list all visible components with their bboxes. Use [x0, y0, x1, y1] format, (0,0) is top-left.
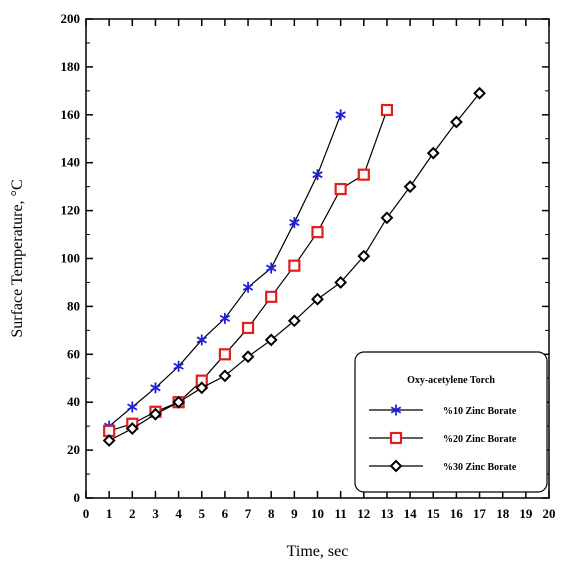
- data-point: [335, 111, 346, 119]
- data-point: [219, 314, 231, 322]
- y-tick-label: 180: [61, 59, 81, 74]
- data-point: [312, 171, 323, 179]
- x-tick-label: 12: [357, 506, 370, 521]
- data-point: [311, 226, 324, 239]
- x-tick-label: 14: [404, 506, 418, 521]
- y-tick-label: 200: [61, 11, 81, 26]
- x-tick-label: 1: [106, 506, 113, 521]
- x-tick-label: 5: [199, 506, 206, 521]
- data-point: [218, 369, 232, 383]
- y-tick-label: 140: [61, 155, 81, 170]
- data-point: [380, 103, 394, 117]
- x-tick-label: 10: [311, 506, 324, 521]
- y-tick-label: 40: [67, 394, 80, 409]
- x-tick-label: 2: [129, 506, 136, 521]
- data-point: [241, 350, 255, 364]
- data-point: [149, 407, 162, 421]
- series-layer: [102, 86, 486, 447]
- data-point: [242, 283, 254, 291]
- legend-item: %30 Zinc Borate: [369, 459, 517, 473]
- x-tick-label: 13: [380, 506, 394, 521]
- x-tick-label: 7: [245, 506, 252, 521]
- data-point: [357, 168, 370, 181]
- y-tick-label: 60: [67, 346, 80, 361]
- legend-label: %30 Zinc Borate: [443, 462, 517, 473]
- x-tick-label: 18: [496, 506, 510, 521]
- data-point: [196, 336, 207, 344]
- legend-items: %10 Zinc Borate %20 Zinc Borate %30 Zinc B…: [369, 404, 517, 473]
- series-1: [103, 109, 346, 432]
- series-line: [108, 109, 388, 432]
- series-2: [103, 103, 394, 438]
- data-point: [357, 249, 371, 263]
- data-point: [287, 314, 301, 328]
- x-tick-label: 17: [473, 506, 487, 521]
- y-axis-label: Surface Temperature, °C: [9, 179, 26, 337]
- x-tick-label: 3: [152, 506, 159, 521]
- data-point: [449, 115, 463, 129]
- y-axis-ticks: 0 20 40 60 80 100 120 140 160 180 200: [61, 11, 549, 505]
- legend-marker: [389, 431, 403, 445]
- data-point: [288, 259, 301, 272]
- x-axis-ticks: 0 1 2 3 4 5 6 7 8 9 10 11 12 13 14 15 16 17 18 19 20: [83, 19, 556, 521]
- legend-label: %10 Zinc Borate: [443, 406, 517, 417]
- y-tick-label: 20: [67, 442, 80, 457]
- data-point: [264, 333, 278, 347]
- data-point: [380, 211, 394, 225]
- x-tick-label: 11: [335, 506, 347, 521]
- data-point: [241, 321, 255, 335]
- data-point: [265, 264, 277, 272]
- data-point: [102, 434, 116, 447]
- data-point: [403, 180, 417, 194]
- legend-item: %20 Zinc Borate: [369, 431, 517, 445]
- x-tick-label: 19: [519, 506, 533, 521]
- x-tick-label: 8: [268, 506, 275, 521]
- data-point: [195, 381, 209, 395]
- data-point: [334, 276, 348, 289]
- data-point: [150, 384, 161, 392]
- y-tick-label: 160: [61, 107, 81, 122]
- y-tick-label: 100: [61, 251, 81, 266]
- legend-label: %20 Zinc Borate: [443, 434, 517, 445]
- data-point: [127, 403, 138, 411]
- legend-marker: [389, 459, 403, 473]
- y-tick-label: 0: [74, 490, 81, 505]
- series-3: [102, 86, 486, 447]
- legend-title: Oxy-acetylene Torch: [407, 375, 495, 386]
- data-point: [265, 290, 278, 303]
- y-tick-label: 80: [67, 298, 80, 313]
- legend-marker: [390, 406, 402, 414]
- legend-item: %10 Zinc Borate: [369, 404, 517, 417]
- legend-box: [354, 351, 548, 493]
- x-tick-label: 16: [450, 506, 464, 521]
- data-point: [173, 362, 184, 370]
- x-tick-label: 4: [175, 506, 182, 521]
- data-point: [172, 395, 186, 409]
- data-point: [125, 422, 139, 435]
- legend: Oxy-acetylene Torch %10 Zinc Borate %20 Z…: [354, 351, 548, 493]
- x-tick-label: 15: [427, 506, 441, 521]
- x-tick-label: 0: [83, 506, 90, 521]
- data-point: [218, 348, 231, 361]
- data-point: [311, 292, 324, 306]
- x-tick-label: 6: [222, 506, 229, 521]
- data-point: [334, 182, 347, 196]
- data-point: [289, 219, 300, 227]
- data-point: [473, 86, 486, 100]
- x-axis-label: Time, sec: [287, 543, 349, 560]
- data-point: [426, 146, 440, 160]
- x-tick-label: 9: [291, 506, 298, 521]
- y-tick-label: 120: [61, 203, 81, 218]
- x-tick-label: 20: [543, 506, 556, 521]
